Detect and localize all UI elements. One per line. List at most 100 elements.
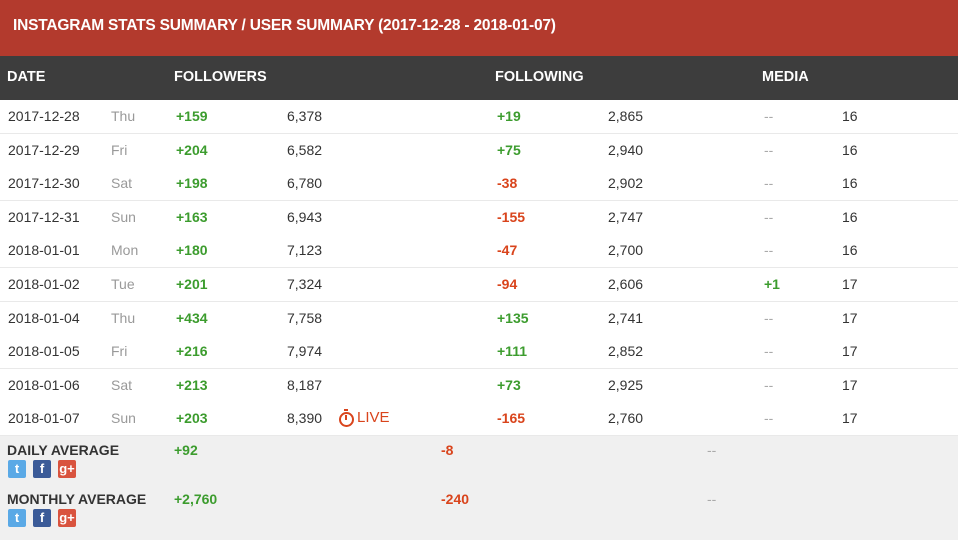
followers-change-cell: +163 [176, 208, 208, 225]
daily-average-label: DAILY AVERAGE [7, 442, 120, 458]
date-cell: 2017-12-29 [8, 141, 80, 158]
date-cell: 2018-01-01 [8, 242, 80, 259]
date-cell: 2018-01-06 [8, 376, 80, 393]
table-row: 2017-12-29 Fri +204 6,582 +75 2,940 -- 16 [0, 133, 958, 168]
media-cell: 16 [842, 208, 858, 225]
media-change-cell: -- [764, 309, 774, 326]
followers-change-cell: +180 [176, 242, 208, 259]
day-cell: Fri [111, 343, 128, 360]
following-cell: 2,760 [608, 410, 644, 427]
google-plus-icon[interactable]: g+ [58, 460, 76, 478]
col-following[interactable]: FOLLOWING [495, 69, 584, 85]
following-change-cell: -94 [497, 276, 518, 292]
following-change-cell: -155 [497, 208, 526, 225]
following-cell: 2,902 [608, 175, 644, 192]
following-change-cell: +19 [497, 108, 521, 124]
followers-change-cell: +201 [176, 276, 208, 292]
followers-change-cell: +198 [176, 175, 208, 192]
col-date[interactable]: DATE [7, 69, 46, 85]
followers-change-cell: +203 [176, 410, 208, 427]
following-cell: 2,865 [608, 108, 644, 124]
media-change-cell: +1 [764, 276, 780, 292]
media-change-cell: -- [764, 108, 774, 124]
day-cell: Sat [111, 175, 133, 192]
monthly-average-label: MONTHLY AVERAGE [7, 491, 147, 507]
media-cell: 16 [842, 242, 858, 259]
date-cell: 2017-12-31 [8, 208, 80, 225]
media-cell: 17 [842, 309, 858, 326]
averages-section: DAILY AVERAGE +92 -8 -- t f g+ MONTHLY A… [0, 436, 958, 540]
date-cell: 2018-01-05 [8, 343, 80, 360]
following-change-cell: +135 [497, 309, 529, 326]
followers-change-cell: +213 [176, 376, 208, 393]
followers-change-cell: +204 [176, 141, 208, 158]
following-cell: 2,747 [608, 208, 644, 225]
monthly-average-media: -- [707, 491, 717, 507]
facebook-icon[interactable]: f [33, 460, 51, 478]
following-change-cell: -47 [497, 242, 518, 259]
date-cell: 2017-12-30 [8, 175, 80, 192]
twitter-icon[interactable]: t [8, 509, 26, 527]
clock-icon [339, 409, 354, 428]
following-change-cell: -38 [497, 175, 518, 192]
following-change-cell: -165 [497, 410, 526, 427]
day-cell: Sat [111, 376, 133, 393]
twitter-icon[interactable]: t [8, 460, 26, 478]
media-change-cell: -- [764, 208, 774, 225]
title-bar: INSTAGRAM STATS SUMMARY / USER SUMMARY (… [0, 0, 958, 56]
date-cell: 2017-12-28 [8, 108, 80, 124]
media-cell: 16 [842, 141, 858, 158]
facebook-icon[interactable]: f [33, 509, 51, 527]
following-change-cell: +73 [497, 376, 521, 393]
following-cell: 2,925 [608, 376, 644, 393]
media-change-cell: -- [764, 141, 774, 158]
daily-average-following: -8 [441, 442, 454, 458]
followers-cell: 7,974 [287, 343, 323, 360]
day-cell: Sun [111, 208, 136, 225]
media-change-cell: -- [764, 343, 774, 360]
table-row: 2018-01-07 Sun +203 8,390 -165 2,760 -- 17 LIVE [0, 402, 958, 437]
day-cell: Thu [111, 309, 136, 326]
media-change-cell: -- [764, 410, 774, 427]
media-change-cell: -- [764, 175, 774, 192]
day-cell: Thu [111, 108, 136, 124]
table-row: 2017-12-31 Sun +163 6,943 -155 2,747 -- 16 [0, 200, 958, 235]
media-cell: 16 [842, 108, 858, 124]
followers-cell: 8,187 [287, 376, 323, 393]
monthly-average-following: -240 [441, 491, 470, 507]
date-cell: 2018-01-02 [8, 276, 80, 292]
table-row: 2017-12-30 Sat +198 6,780 -38 2,902 -- 16 [0, 167, 958, 202]
followers-cell: 7,123 [287, 242, 323, 259]
table-row: 2018-01-02 Tue +201 7,324 -94 2,606 +1 17 [0, 268, 958, 302]
media-cell: 17 [842, 343, 858, 360]
table-row: 2018-01-04 Thu +434 7,758 +135 2,741 -- 17 [0, 301, 958, 336]
table-row: 2018-01-01 Mon +180 7,123 -47 2,700 -- 16 [0, 234, 958, 269]
followers-cell: 6,780 [287, 175, 323, 192]
daily-average-followers: +92 [174, 442, 198, 458]
followers-change-cell: +159 [176, 108, 208, 124]
day-cell: Sun [111, 410, 136, 427]
table-header: DATE FOLLOWERS FOLLOWING MEDIA [0, 56, 958, 100]
following-cell: 2,606 [608, 276, 644, 292]
daily-average-media: -- [707, 442, 717, 458]
table-row: 2017-12-28 Thu +159 6,378 +19 2,865 -- 16 [0, 100, 958, 134]
following-cell: 2,700 [608, 242, 644, 259]
followers-cell: 6,378 [287, 108, 323, 124]
page-title: INSTAGRAM STATS SUMMARY / USER SUMMARY (… [13, 17, 556, 34]
followers-cell: 7,758 [287, 309, 323, 326]
live-label[interactable]: LIVE [357, 409, 390, 427]
col-media[interactable]: MEDIA [762, 69, 809, 85]
table-row: 2018-01-05 Fri +216 7,974 +111 2,852 -- 17 [0, 335, 958, 370]
day-cell: Mon [111, 242, 139, 259]
monthly-average-followers: +2,760 [174, 491, 218, 507]
followers-cell: 6,582 [287, 141, 323, 158]
media-change-cell: -- [764, 376, 774, 393]
following-cell: 2,741 [608, 309, 644, 326]
day-cell: Fri [111, 141, 128, 158]
media-cell: 17 [842, 376, 858, 393]
google-plus-icon[interactable]: g+ [58, 509, 76, 527]
date-cell: 2018-01-04 [8, 309, 80, 326]
following-cell: 2,940 [608, 141, 644, 158]
col-followers[interactable]: FOLLOWERS [174, 69, 267, 85]
followers-cell: 8,390 [287, 410, 323, 427]
